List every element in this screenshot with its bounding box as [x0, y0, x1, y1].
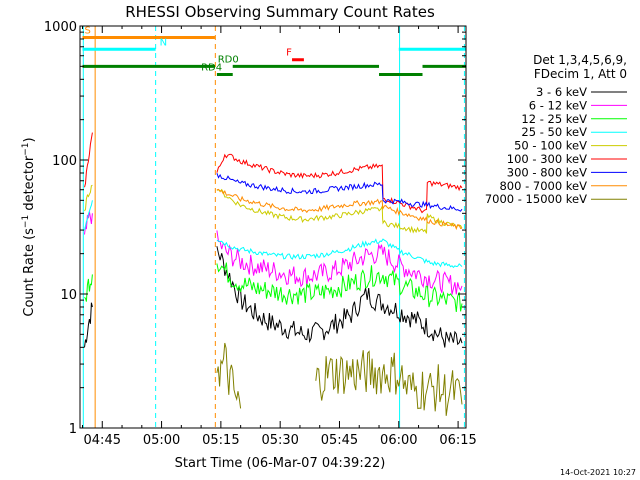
series-line — [216, 342, 242, 409]
series-line — [84, 184, 93, 212]
legend-label: 12 - 25 keV — [521, 112, 587, 126]
y-axis-label-exponent: −1 — [21, 215, 31, 228]
data-layer — [82, 26, 465, 428]
series-line — [216, 262, 463, 313]
legend-header-line: FDecim 1, Att 0 — [534, 67, 627, 81]
legend-label: 7000 - 15000 keV — [485, 192, 587, 206]
plot-frame — [79, 25, 467, 429]
axes-layer: 04:45 05:00 05:15 05:30 05:45 06:00 06:15 1 10 10… — [44, 20, 477, 448]
series-line — [84, 132, 93, 188]
series-line — [216, 230, 463, 295]
y-axis-label-end: ) — [22, 137, 37, 142]
y-tick-label: 100 — [52, 154, 77, 169]
series-line — [216, 173, 463, 212]
x-tick-label: 06:15 — [439, 433, 476, 448]
state-bar-label: S — [84, 26, 90, 37]
legend-label: 800 - 7000 keV — [499, 179, 587, 193]
x-tick-label: 05:30 — [261, 433, 298, 448]
series-line — [315, 350, 463, 416]
x-tick-label: 06:00 — [380, 433, 417, 448]
y-axis-label: Count Rate (s−1 detector−1) — [21, 137, 37, 316]
legend-label: 6 - 12 keV — [529, 98, 587, 112]
series-line — [84, 274, 93, 302]
state-bar-label: RD0 — [218, 54, 239, 65]
legend: Det 1,3,4,5,6,9, FDecim 1, Att 0 3 - 6 k… — [485, 53, 627, 206]
y-axis-label-mid: detector — [22, 155, 37, 215]
series-line — [216, 246, 463, 348]
footer-date: 14-Oct-2021 10:27 — [560, 468, 636, 477]
series-line — [84, 302, 93, 348]
series-line — [216, 153, 463, 214]
y-axis-label-exponent: −1 — [21, 142, 31, 155]
x-tick-label: 05:15 — [202, 433, 239, 448]
series-line — [84, 211, 93, 235]
legend-header-line: Det 1,3,4,5,6,9, — [533, 53, 627, 67]
series-line — [216, 188, 463, 231]
legend-label: 3 - 6 keV — [536, 85, 587, 99]
legend-label: 300 - 800 keV — [507, 165, 587, 179]
y-tick-label: 1 — [69, 422, 77, 437]
state-bar-label: N — [160, 37, 167, 48]
y-tick-label: 10 — [60, 288, 77, 303]
state-bar-label: F — [286, 48, 292, 59]
legend-label: 100 - 300 keV — [507, 152, 587, 166]
state-bar-label: RD4 — [201, 62, 222, 73]
legend-label: 50 - 100 keV — [514, 139, 587, 153]
y-axis-label-main: Count Rate (s — [22, 228, 37, 317]
series-line — [216, 238, 463, 269]
x-tick-label: 04:45 — [84, 433, 121, 448]
y-tick-label: 1000 — [44, 20, 77, 35]
series-line — [216, 188, 463, 234]
x-tick-label: 05:45 — [321, 433, 358, 448]
x-tick-label: 05:00 — [143, 433, 180, 448]
x-axis-label: Start Time (06-Mar-07 04:39:22) — [175, 456, 386, 471]
series-line — [84, 200, 93, 231]
legend-label: 25 - 50 keV — [521, 125, 587, 139]
chart-title: RHESSI Observing Summary Count Rates — [125, 3, 435, 21]
